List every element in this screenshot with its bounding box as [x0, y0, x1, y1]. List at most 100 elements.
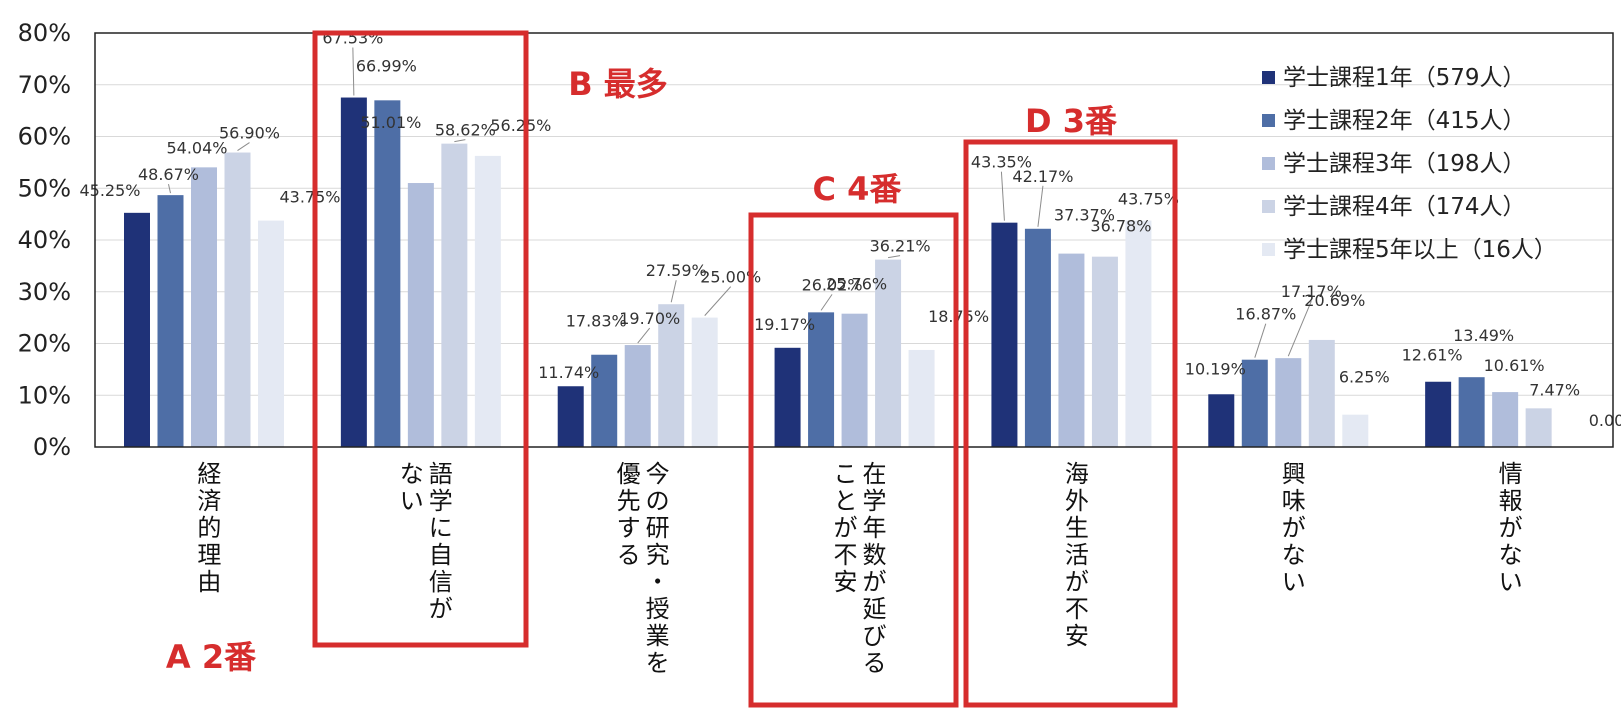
category-label-line: 優先する — [617, 460, 641, 569]
annotation-label: D 3番 — [1025, 102, 1118, 140]
data-label: 66.99% — [356, 56, 417, 75]
category-label-line: 情報がない — [1499, 460, 1523, 596]
leader-line — [1000, 171, 1005, 221]
data-label: 56.25% — [490, 116, 551, 135]
category-label: 情報がない — [1499, 460, 1523, 596]
leader-line — [820, 294, 833, 311]
data-label: 36.78% — [1090, 217, 1151, 236]
y-tick-label: 10% — [18, 381, 71, 409]
category-label: 海外生活が不安 — [1065, 460, 1089, 650]
category-char: な — [1282, 541, 1306, 569]
data-label: 10.19% — [1185, 359, 1246, 378]
bar — [157, 195, 184, 447]
category-char: 数 — [863, 541, 887, 569]
data-label: 19.70% — [619, 309, 680, 328]
y-tick-label: 0% — [33, 433, 71, 461]
category-char: が — [1499, 514, 1523, 542]
category-char: 在 — [863, 460, 887, 488]
category-char: 今 — [646, 460, 670, 488]
bar — [591, 354, 618, 447]
category-char: 授 — [646, 595, 670, 623]
category-char: が — [834, 514, 858, 542]
category-char: な — [400, 460, 424, 488]
data-label: 16.87% — [1235, 305, 1296, 324]
bar — [1125, 220, 1152, 447]
legend-item: 学士課程3年（198人） — [1262, 151, 1526, 177]
legend-label: 学士課程5年以上（16人） — [1283, 237, 1557, 263]
y-tick-label: 40% — [18, 226, 71, 254]
annotation-label: B 最多 — [568, 65, 668, 103]
highlight-box — [748, 212, 959, 708]
bar — [1024, 228, 1051, 447]
category-labels: 経済的理由語学に自信がない今の研究・授業を優先する在学年数が延びることが不安海外… — [197, 460, 1522, 677]
data-label: 45.25% — [79, 181, 140, 200]
category-char: 生 — [1065, 514, 1089, 542]
bar — [1058, 253, 1085, 447]
category-char: 語 — [429, 460, 453, 488]
category-label: 経済的理由 — [197, 460, 221, 596]
category-char: 経 — [197, 460, 221, 488]
data-label: 48.67% — [138, 165, 199, 184]
category-char: す — [617, 514, 641, 542]
legend-swatch — [1262, 200, 1275, 213]
bar — [1241, 359, 1268, 447]
category-char: 不 — [834, 541, 858, 569]
highlight-box — [312, 30, 529, 648]
data-label: 43.75% — [1118, 190, 1179, 209]
data-label: 20.69% — [1304, 291, 1365, 310]
bar — [841, 313, 868, 447]
category-char: 年 — [863, 514, 887, 542]
data-label: 19.17% — [754, 315, 815, 334]
data-label: 56.90% — [219, 124, 280, 143]
bar — [624, 345, 651, 447]
highlight-box — [963, 139, 1178, 708]
annotation-label: C 4番 — [813, 170, 903, 208]
category-char: 先 — [617, 487, 641, 515]
category-char: 活 — [1065, 541, 1089, 569]
data-label: 26.02% — [802, 275, 863, 294]
legend-label: 学士課程1年（579人） — [1283, 65, 1526, 91]
bar — [1208, 394, 1235, 447]
category-char: が — [863, 568, 887, 596]
leader-lines — [168, 47, 1312, 358]
bar — [991, 222, 1018, 447]
data-label: 0.00% — [1589, 411, 1621, 430]
legend-swatch — [1262, 114, 1275, 127]
category-char: 理 — [197, 541, 221, 569]
data-label: 6.25% — [1339, 368, 1390, 387]
bar — [875, 259, 902, 447]
category-char: 味 — [1282, 487, 1306, 515]
data-label: 37.37% — [1054, 206, 1115, 225]
y-tick-label: 80% — [18, 19, 71, 47]
category-char: 信 — [429, 568, 453, 596]
category-char: 海 — [1065, 460, 1089, 488]
category-char: と — [834, 487, 858, 515]
bar — [474, 155, 501, 447]
bar — [124, 212, 150, 447]
category-char: る — [863, 649, 887, 677]
annotation-label: A 2番 — [166, 638, 257, 676]
data-label: 27.59% — [646, 261, 707, 280]
category-char: い — [1499, 568, 1523, 596]
bar — [557, 386, 584, 447]
category-char: び — [863, 622, 887, 650]
category-char: 不 — [1065, 595, 1089, 623]
legend-swatch — [1262, 157, 1275, 170]
data-label: 17.83% — [566, 312, 627, 331]
plot-frame — [94, 32, 1614, 448]
category-label-line: 今の研究・授業を — [646, 460, 670, 677]
bar — [1425, 381, 1452, 447]
leader-line — [237, 142, 250, 151]
data-label: 43.35% — [971, 153, 1032, 172]
plot-border — [94, 32, 1614, 448]
data-label: 54.04% — [166, 138, 227, 157]
category-label-line: 興味がない — [1282, 460, 1306, 596]
y-tick-label: 50% — [18, 174, 71, 202]
category-char: い — [1282, 568, 1306, 596]
category-char: 情 — [1499, 460, 1523, 488]
category-char: 報 — [1499, 487, 1523, 515]
bar — [1308, 339, 1335, 447]
y-tick-label: 20% — [18, 330, 71, 358]
category-char: 学 — [429, 487, 453, 515]
